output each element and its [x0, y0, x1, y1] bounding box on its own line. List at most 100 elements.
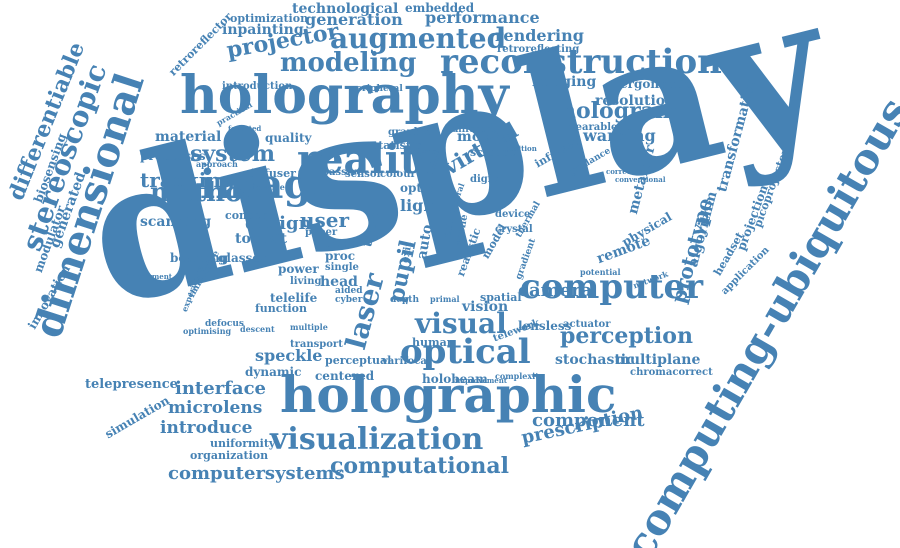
word-multiplane: multiplane [615, 352, 701, 368]
word-descent: descent [240, 324, 275, 334]
word-crystal: crystal [495, 224, 533, 235]
word-approach: approach [196, 159, 238, 169]
word-reality: reality [297, 136, 442, 183]
word-optic: optic [400, 181, 434, 195]
word-computational: computational [330, 453, 509, 479]
word-ergonomic: ergonomic [620, 77, 692, 91]
word-reconstruction: reconstruction [440, 42, 722, 82]
word-cyber: cyber [335, 295, 363, 305]
word-passive: passive [322, 167, 363, 178]
word-optimising: optimising [183, 326, 232, 336]
word-device: device [495, 209, 531, 220]
word-distance: distance [247, 182, 285, 192]
word-imaging: imaging [532, 74, 597, 90]
word-different: different [452, 125, 496, 135]
word-depth: depth [390, 295, 420, 305]
word-position: position [505, 144, 537, 153]
word-vision: vision [462, 299, 509, 315]
word-statistic: statistic [372, 139, 422, 152]
word-proc: proc [325, 249, 356, 263]
word-head: head [320, 274, 358, 290]
word-microlens: microlens [168, 398, 263, 418]
word-light: light [400, 196, 443, 215]
word-holography: holography [180, 65, 509, 126]
word-generation: generation [305, 10, 403, 29]
word-conventional: conventional [615, 175, 666, 184]
word-user: user [300, 208, 350, 232]
word-computer: computer [520, 267, 704, 307]
word-lensless: lensless [518, 319, 572, 333]
word-inpainting: inpainting [222, 22, 304, 38]
word-aided: aided [335, 286, 363, 296]
word-optimization: optimization [230, 12, 309, 25]
word-function: function [255, 302, 308, 315]
word-system: system [190, 141, 275, 167]
word-visual: visual [415, 307, 507, 340]
word-holobeam: holobeam [422, 372, 488, 386]
word-concern: concern [225, 209, 275, 222]
word-warping: warping [583, 126, 656, 145]
word-image: image [200, 161, 337, 208]
word-method: method [150, 178, 261, 208]
word-uniformity: uniformity [210, 437, 276, 450]
word-varifocal: varifocal [382, 356, 431, 367]
word-diffuser: diffuser [248, 167, 296, 180]
word-science: science [470, 146, 516, 159]
word-actuator: actuator [563, 319, 611, 330]
word-graphic: graphic [388, 127, 431, 138]
word-resolution: resolution [595, 93, 676, 109]
word-tracking: tracking [140, 168, 235, 192]
word-organization: organization [190, 449, 269, 462]
word-modeling: modeling [280, 48, 417, 78]
word-interface: interface [175, 378, 266, 399]
word-primal: primal [430, 294, 460, 304]
word-human: human [412, 336, 455, 349]
word-peripheral: peripheral [350, 84, 403, 94]
word-defocus: defocus [205, 319, 244, 329]
word-accuracy: accuracy [405, 147, 440, 156]
word-rendering: rendering [495, 26, 584, 45]
word-improvement: improvement [455, 376, 508, 385]
word-material: material [155, 129, 222, 145]
word-sensor: sensor [345, 169, 382, 180]
word-quality: quality [265, 131, 312, 145]
word-power: power [278, 262, 319, 276]
word-embedded: embedded [405, 1, 475, 15]
word-mobile: mobile [457, 129, 511, 145]
word-computersystems: computersystems [168, 463, 345, 484]
word-introduce: introduce [160, 418, 253, 438]
word-performance: performance [425, 8, 540, 27]
word-potential: potential [580, 267, 621, 277]
word-visualization: visualization [270, 422, 484, 457]
word-perceptual: perceptual [325, 354, 392, 367]
word-hologram: hologram [560, 98, 679, 124]
word-foveated: foveated [228, 124, 262, 133]
word-colour: colour [380, 169, 416, 180]
word-spatial: spatial [480, 291, 522, 304]
word-wearable: wearable [567, 122, 618, 133]
word-perception: perception [560, 323, 693, 349]
word-telelife: telelife [270, 291, 318, 305]
word-processes: processes [140, 149, 206, 163]
word-component: component [532, 410, 645, 431]
word-retroreflecting: retroreflecting [497, 44, 580, 55]
word-design: design [245, 213, 312, 234]
word-holographic: holographic [280, 365, 617, 424]
word-multiple: multiple [290, 322, 328, 332]
word-chromacorrect: chromacorrect [630, 367, 713, 378]
word-digital: digital [470, 174, 507, 185]
word-introduction: introduction [222, 81, 293, 92]
word-technological: technological [292, 1, 399, 17]
word-single: single [325, 262, 359, 273]
word-scanning: scanning [140, 214, 212, 230]
word-impairment: impairment [126, 272, 173, 281]
word-dynamic: dynamic [245, 365, 302, 379]
word-glasses: glasses [218, 251, 267, 265]
word-trade: trade [325, 239, 355, 250]
word-toolkit: toolkit [235, 231, 287, 247]
word-centered: centered [315, 369, 375, 383]
word-beaming: beaming [170, 251, 229, 265]
word-camera: camera [518, 280, 593, 301]
word-complexity: complexity [495, 371, 544, 381]
